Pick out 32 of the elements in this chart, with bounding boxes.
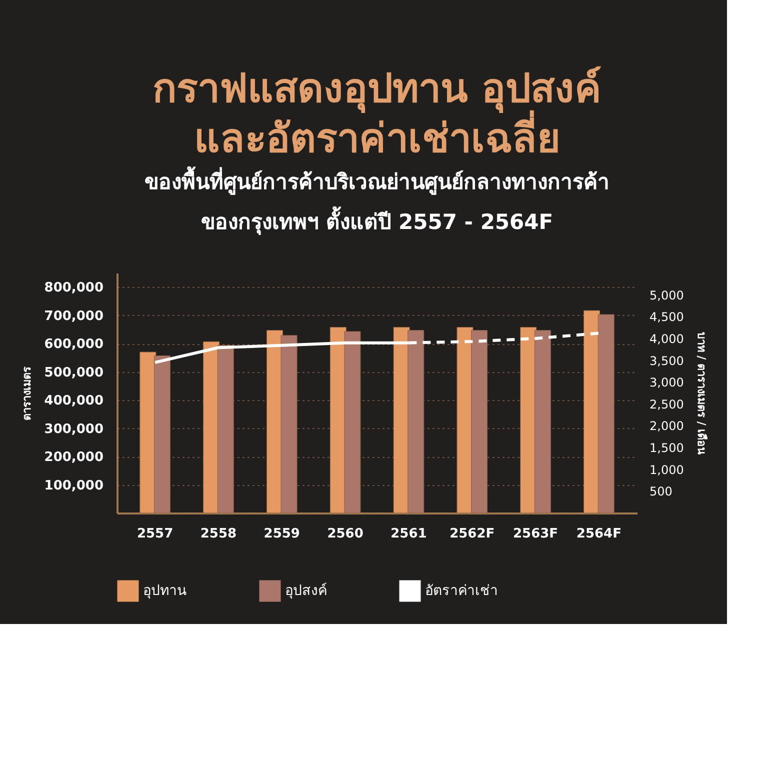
- x-tick-label: 2561: [390, 526, 427, 542]
- y2-tick-label: 4,500: [650, 310, 684, 324]
- y2-tick-label: 3,000: [650, 376, 684, 390]
- y2-tick-label: 3,500: [650, 354, 684, 368]
- y-tick-label: 300,000: [44, 422, 104, 437]
- y2-tick-label: 1,000: [650, 462, 684, 477]
- x-tick-label: 2564F: [576, 526, 622, 542]
- y-tick-label: 400,000: [44, 394, 104, 409]
- legend-label: อุปทาน: [143, 583, 187, 599]
- x-tick-label: 2560: [327, 526, 364, 542]
- x-tick-label: 2558: [200, 526, 237, 542]
- x-tick-label: 2563F: [513, 526, 558, 542]
- y2-tick-label: 5,000: [650, 288, 684, 302]
- y2-tick-label: 500: [650, 484, 672, 499]
- text: กราฟแสดงอุปทาน อุปสงค์: [152, 66, 602, 112]
- y-tick-label: 500,000: [44, 365, 104, 380]
- y2-tick-label: 2,000: [650, 419, 684, 434]
- y-tick-label: 700,000: [44, 308, 104, 324]
- y-tick-label: 100,000: [44, 478, 104, 494]
- x-tick-label: 2562F: [450, 526, 495, 542]
- y-axis-title: ตารางเมตร: [20, 366, 34, 420]
- y-tick-label: 800,000: [44, 280, 104, 296]
- y2-tick-label: 4,000: [650, 332, 684, 346]
- y2-tick-label: 2,500: [650, 397, 684, 412]
- legend-label: อัตราค่าเช่า: [425, 583, 498, 599]
- x-tick-label: 2557: [136, 526, 174, 542]
- y2-tick-label: 1,500: [650, 441, 684, 456]
- x-tick-label: 2559: [264, 526, 300, 542]
- y2-axis-title: บาท / ตารางเมตร / เดือน: [694, 332, 708, 456]
- y-tick-label: 600,000: [44, 337, 104, 352]
- legend-label: อุปสงค์: [285, 582, 327, 599]
- y-tick-label: 200,000: [44, 450, 104, 466]
